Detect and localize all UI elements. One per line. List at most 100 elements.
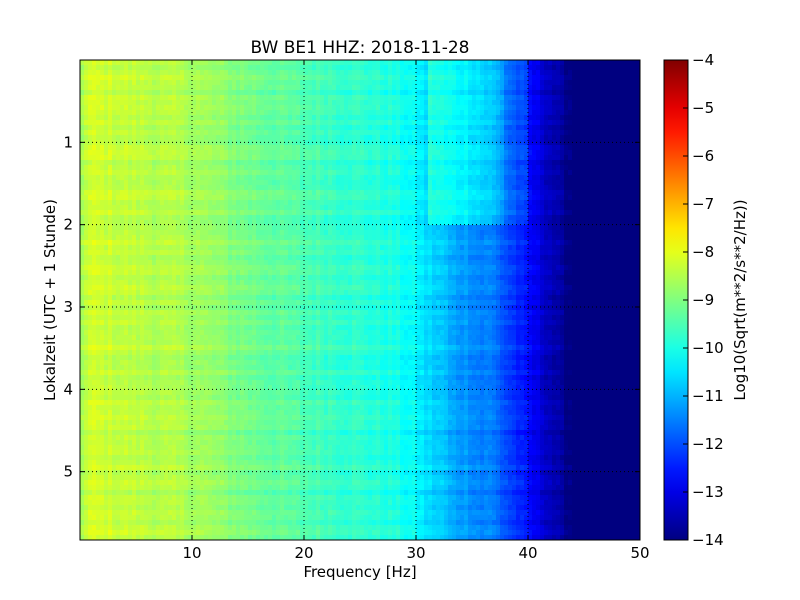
heatmap-cell [320, 140, 325, 146]
heatmap-cell [116, 70, 121, 76]
heatmap-cell [132, 145, 137, 151]
heatmap-cell [556, 225, 561, 231]
heatmap-cell [100, 75, 105, 81]
heatmap-cell [284, 120, 289, 126]
heatmap-cell [536, 115, 541, 121]
heatmap-cell [264, 220, 269, 226]
heatmap-cell [212, 85, 217, 91]
heatmap-cell [456, 125, 461, 131]
heatmap-cell [216, 130, 221, 136]
heatmap-cell [624, 200, 629, 206]
heatmap-cell [168, 120, 173, 126]
heatmap-cell [344, 185, 349, 191]
heatmap-cell [148, 95, 153, 101]
heatmap-cell [156, 135, 161, 141]
heatmap-cell [612, 95, 617, 101]
heatmap-cell [252, 160, 257, 166]
heatmap-cell [472, 145, 477, 151]
heatmap-cell [384, 85, 389, 91]
heatmap-cell [232, 190, 237, 196]
heatmap-cell [592, 105, 597, 111]
heatmap-cell [108, 120, 113, 126]
heatmap-cell [520, 115, 525, 121]
heatmap-cell [224, 70, 229, 76]
heatmap-cell [440, 200, 445, 206]
heatmap-cell [332, 125, 337, 131]
heatmap-cell [416, 190, 421, 196]
heatmap-cell [440, 95, 445, 101]
heatmap-cell [248, 90, 253, 96]
heatmap-cell [316, 220, 321, 226]
heatmap-cell [512, 75, 517, 81]
heatmap-cell [580, 210, 585, 216]
heatmap-cell [92, 200, 97, 206]
heatmap-cell [384, 135, 389, 141]
heatmap-cell [484, 215, 489, 221]
heatmap-cell [588, 75, 593, 81]
heatmap-cell [112, 100, 117, 106]
heatmap-cell [360, 155, 365, 161]
heatmap-cell [592, 210, 597, 216]
heatmap-cell [400, 125, 405, 131]
heatmap-cell [408, 160, 413, 166]
heatmap-cell [444, 220, 449, 226]
heatmap-cell [344, 155, 349, 161]
heatmap-cell [436, 115, 441, 121]
heatmap-cell [284, 60, 289, 66]
heatmap-cell [468, 140, 473, 146]
heatmap-cell [464, 145, 469, 151]
heatmap-cell [572, 80, 577, 86]
heatmap-cell [96, 195, 101, 201]
heatmap-cell [372, 90, 377, 96]
heatmap-cell [532, 145, 537, 151]
heatmap-cell [528, 230, 533, 236]
heatmap-cell [412, 225, 417, 231]
heatmap-cell [240, 70, 245, 76]
heatmap-cell [156, 210, 161, 216]
heatmap-cell [328, 100, 333, 106]
heatmap-cell [468, 105, 473, 111]
heatmap-cell [332, 160, 337, 166]
heatmap-cell [300, 220, 305, 226]
heatmap-cell [488, 155, 493, 161]
heatmap-cell [256, 165, 261, 171]
heatmap-cell [448, 70, 453, 76]
heatmap-cell [312, 135, 317, 141]
heatmap-cell [264, 230, 269, 236]
heatmap-cell [172, 220, 177, 226]
heatmap-cell [400, 75, 405, 81]
heatmap-cell [144, 125, 149, 131]
heatmap-cell [480, 180, 485, 186]
heatmap-cell [380, 70, 385, 76]
heatmap-cell [476, 170, 481, 176]
heatmap-cell [188, 210, 193, 216]
heatmap-cell [472, 100, 477, 106]
heatmap-cell [112, 135, 117, 141]
heatmap-cell [488, 145, 493, 151]
heatmap-cell [140, 235, 145, 241]
heatmap-cell [84, 125, 89, 131]
heatmap-cell [448, 85, 453, 91]
heatmap-cell [516, 175, 521, 181]
heatmap-cell [272, 80, 277, 86]
heatmap-cell [160, 145, 165, 151]
heatmap-cell [204, 230, 209, 236]
heatmap-cell [308, 70, 313, 76]
heatmap-cell [376, 155, 381, 161]
heatmap-cell [468, 115, 473, 121]
heatmap-cell [384, 150, 389, 156]
heatmap-cell [516, 215, 521, 221]
heatmap-cell [100, 60, 105, 66]
heatmap-cell [244, 235, 249, 241]
heatmap-cell [560, 140, 565, 146]
heatmap-cell [184, 95, 189, 101]
heatmap-cell [236, 220, 241, 226]
heatmap-cell [344, 90, 349, 96]
heatmap-cell [232, 85, 237, 91]
heatmap-cell [400, 205, 405, 211]
heatmap-cell [552, 100, 557, 106]
heatmap-cell [128, 155, 133, 161]
heatmap-cell [488, 140, 493, 146]
heatmap-cell [572, 160, 577, 166]
heatmap-cell [308, 215, 313, 221]
